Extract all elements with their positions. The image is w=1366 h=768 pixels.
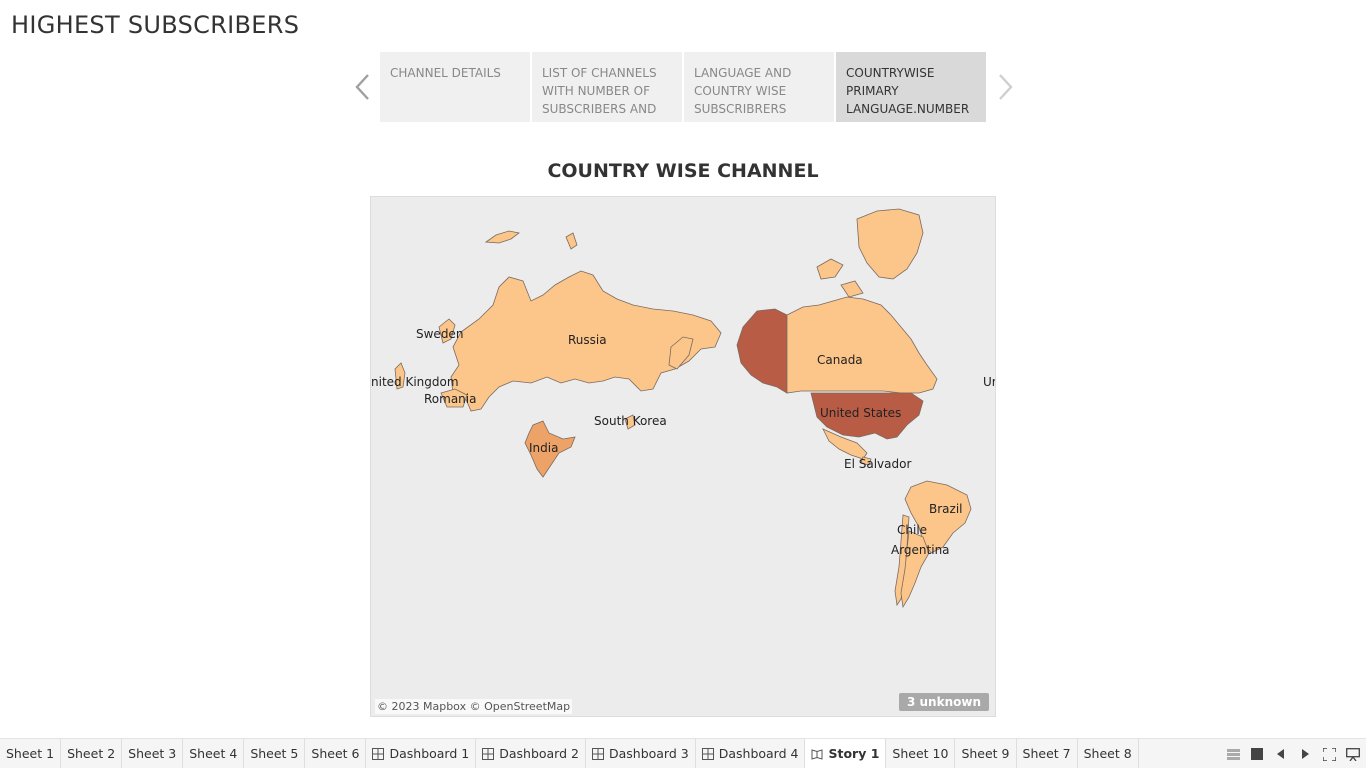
story-point-label: COUNTRYWISE PRIMARY LANGUAGE.NUMBER [846,66,970,116]
tab-dashboard-3[interactable]: Dashboard 3 [586,739,696,768]
tab-label: Sheet 6 [311,746,360,761]
map-label-canada: Canada [817,353,863,367]
tab-sheet-1[interactable]: Sheet 1 [0,739,62,768]
map-label-chile: Chile [897,523,928,537]
map-country-russia-peninsula[interactable] [668,336,694,370]
chevron-left-icon [355,74,369,100]
map-label-el-salvador: El Salvador [844,457,912,471]
previous-sheet-icon[interactable] [1274,747,1288,761]
map-label-south-korea: South Korea [594,414,667,428]
map-country-canada[interactable] [786,296,938,394]
story-title: HIGHEST SUBSCRIBERS [11,11,300,39]
map-country-india[interactable] [524,420,576,478]
story-icon [811,748,823,760]
tab-label: Dashboard 3 [608,746,689,761]
story-point-label: LIST OF CHANNELS WITH NUMBER OF SUBSCRIB… [542,66,657,116]
tab-label: Sheet 7 [1022,746,1071,761]
tab-label: Sheet 2 [67,746,116,761]
map-country-argentina[interactable] [900,530,930,609]
tab-view-icon[interactable] [1250,747,1264,761]
map-label-romania: Romania [424,392,477,406]
map-country-russia[interactable] [450,270,722,412]
tab-label: Dashboard 2 [499,746,579,761]
map-label-argentina: Argentina [891,543,950,557]
tab-label: Sheet 4 [189,746,238,761]
tab-label: Sheet 1 [6,746,55,761]
next-story-point-button[interactable] [992,70,1018,104]
tab-sheet-9[interactable]: Sheet 9 [955,739,1017,768]
dashboard-icon [701,747,714,760]
tab-story-1[interactable]: Story 1 [805,739,887,768]
tab-sheet-7[interactable]: Sheet 7 [1017,739,1078,768]
map-canvas[interactable] [371,197,996,717]
map-country-united-states-alaska[interactable] [736,308,788,394]
tab-label: Sheet 3 [128,746,177,761]
map-label-united-kingdom: nited Kingdom [371,375,459,389]
tab-label: Sheet 5 [250,746,299,761]
map-label-sweden: Sweden [416,327,464,341]
map-country-united-kingdom[interactable] [394,362,406,390]
map-country-romania[interactable] [440,388,468,408]
presentation-icon[interactable] [1346,747,1360,761]
tab-label: Dashboard 1 [389,746,470,761]
tab-dashboard-2[interactable]: Dashboard 2 [476,739,586,768]
country-map[interactable]: Sweden Russia nited Kingdom Romania Sout… [370,196,996,717]
tab-sheet-6[interactable]: Sheet 6 [305,739,367,768]
tab-sheet-3[interactable]: Sheet 3 [122,739,184,768]
story-point-3[interactable]: LANGUAGE AND COUNTRY WISE SUBSCRIBRERS [684,52,834,122]
map-label-brazil: Brazil [929,502,963,516]
map-label-ur: Ur [983,375,996,389]
chevron-right-icon [999,74,1013,100]
map-country-united-states[interactable] [810,392,924,440]
tab-sheet-2[interactable]: Sheet 2 [61,739,123,768]
story-point-4[interactable]: COUNTRYWISE PRIMARY LANGUAGE.NUMBER [836,52,986,122]
map-country-arctic-islands[interactable] [484,230,578,250]
tab-dashboard-4[interactable]: Dashboard 4 [696,739,806,768]
tab-sheet-8[interactable]: Sheet 8 [1078,739,1139,768]
map-country-el-salvador[interactable] [860,456,872,466]
map-country-chile[interactable] [894,514,910,607]
dashboard-icon [372,747,385,760]
map-title: COUNTRY WISE CHANNEL [547,160,819,182]
tab-label: Sheet 10 [892,746,949,761]
tab-dashboard-1[interactable]: Dashboard 1 [366,739,477,768]
map-label-united-states: United States [820,406,902,420]
fullscreen-icon[interactable] [1322,747,1336,761]
story-point-2[interactable]: LIST OF CHANNELS WITH NUMBER OF SUBSCRIB… [532,52,682,122]
sheet-tab-bar: Sheet 1 Sheet 2 Sheet 3 Sheet 4 Sheet 5 … [0,738,1366,768]
tab-label: Sheet 8 [1083,746,1132,761]
map-country-sweden[interactable] [438,318,456,344]
tab-bar-tools [1226,747,1360,761]
map-country-brazil[interactable] [904,480,972,554]
map-label-russia: Russia [568,333,607,347]
dashboard-icon [591,747,604,760]
tab-label: Sheet 9 [961,746,1010,761]
story-point-label: LANGUAGE AND COUNTRY WISE SUBSCRIBRERS [694,66,792,116]
tab-sheet-4[interactable]: Sheet 4 [183,739,245,768]
map-country-canada-islands[interactable] [816,258,864,298]
map-label-india: India [529,441,559,455]
tab-sheet-5[interactable]: Sheet 5 [244,739,306,768]
filmstrip-icon[interactable] [1226,747,1240,761]
story-point-label: CHANNEL DETAILS [390,66,501,80]
unknown-locations-badge[interactable]: 3 unknown [898,693,989,711]
dashboard-icon [482,747,495,760]
story-point-1[interactable]: CHANNEL DETAILS [380,52,530,122]
map-country-south-korea[interactable] [624,414,636,430]
next-sheet-icon[interactable] [1298,747,1312,761]
tab-label: Story 1 [828,746,880,761]
tab-label: Dashboard 4 [718,746,799,761]
map-country-greenland[interactable] [856,208,924,280]
map-attribution[interactable]: © 2023 Mapbox © OpenStreetMap [375,699,573,714]
tab-sheet-10[interactable]: Sheet 10 [886,739,956,768]
previous-story-point-button[interactable] [350,70,376,104]
